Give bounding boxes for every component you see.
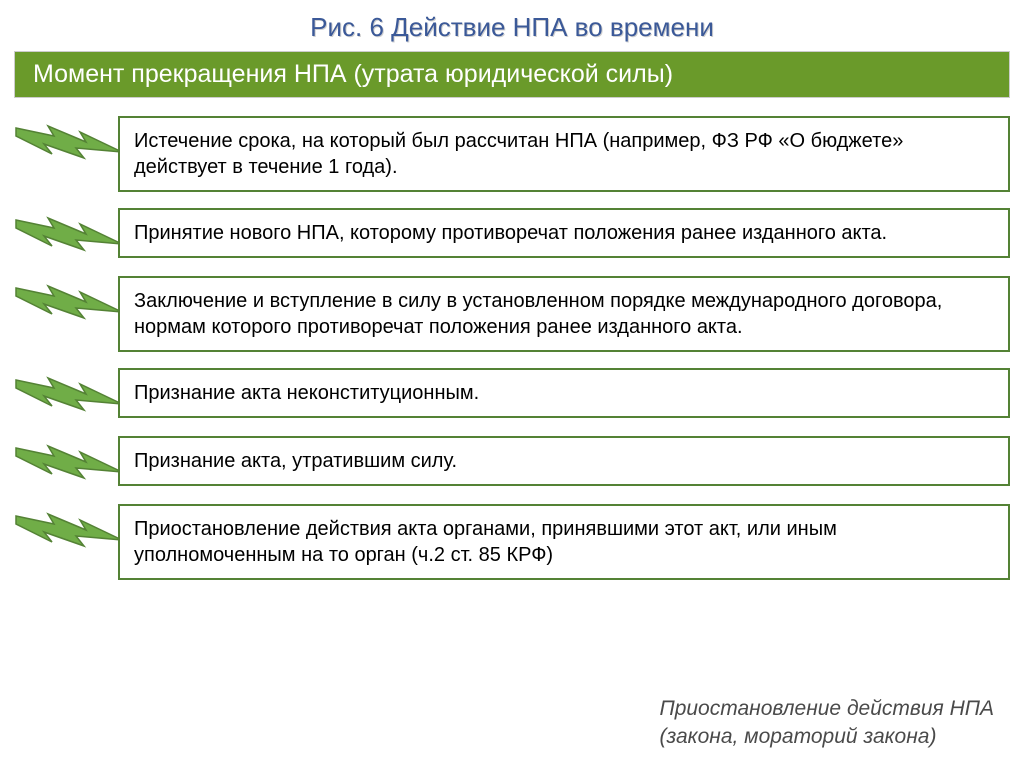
list-item: Истечение срока, на который был рассчита… <box>14 116 1010 192</box>
footer-note: Приостановление действия НПА(закона, мор… <box>659 695 994 750</box>
item-box: Заключение и вступление в силу в установ… <box>118 276 1010 352</box>
item-box: Принятие нового НПА, которому противореч… <box>118 208 1010 258</box>
list-item: Признание акта, утратившим силу. <box>14 436 1010 488</box>
lightning-arrow-icon <box>14 278 124 328</box>
lightning-arrow-icon <box>14 118 124 168</box>
lightning-arrow-icon <box>14 370 124 420</box>
item-box: Приостановление действия акта органами, … <box>118 504 1010 580</box>
list-item: Заключение и вступление в силу в установ… <box>14 276 1010 352</box>
item-box: Признание акта, утратившим силу. <box>118 436 1010 486</box>
page-title: Рис. 6 Действие НПА во времени <box>0 0 1024 51</box>
subtitle-bar: Момент прекращения НПА (утрата юридическ… <box>14 51 1010 98</box>
item-box: Признание акта неконституционным. <box>118 368 1010 418</box>
list-item: Приостановление действия акта органами, … <box>14 504 1010 580</box>
list-item: Признание акта неконституционным. <box>14 368 1010 420</box>
lightning-arrow-icon <box>14 210 124 260</box>
lightning-arrow-icon <box>14 506 124 556</box>
items-container: Истечение срока, на который был рассчита… <box>0 116 1024 580</box>
list-item: Принятие нового НПА, которому противореч… <box>14 208 1010 260</box>
lightning-arrow-icon <box>14 438 124 488</box>
item-box: Истечение срока, на который был рассчита… <box>118 116 1010 192</box>
